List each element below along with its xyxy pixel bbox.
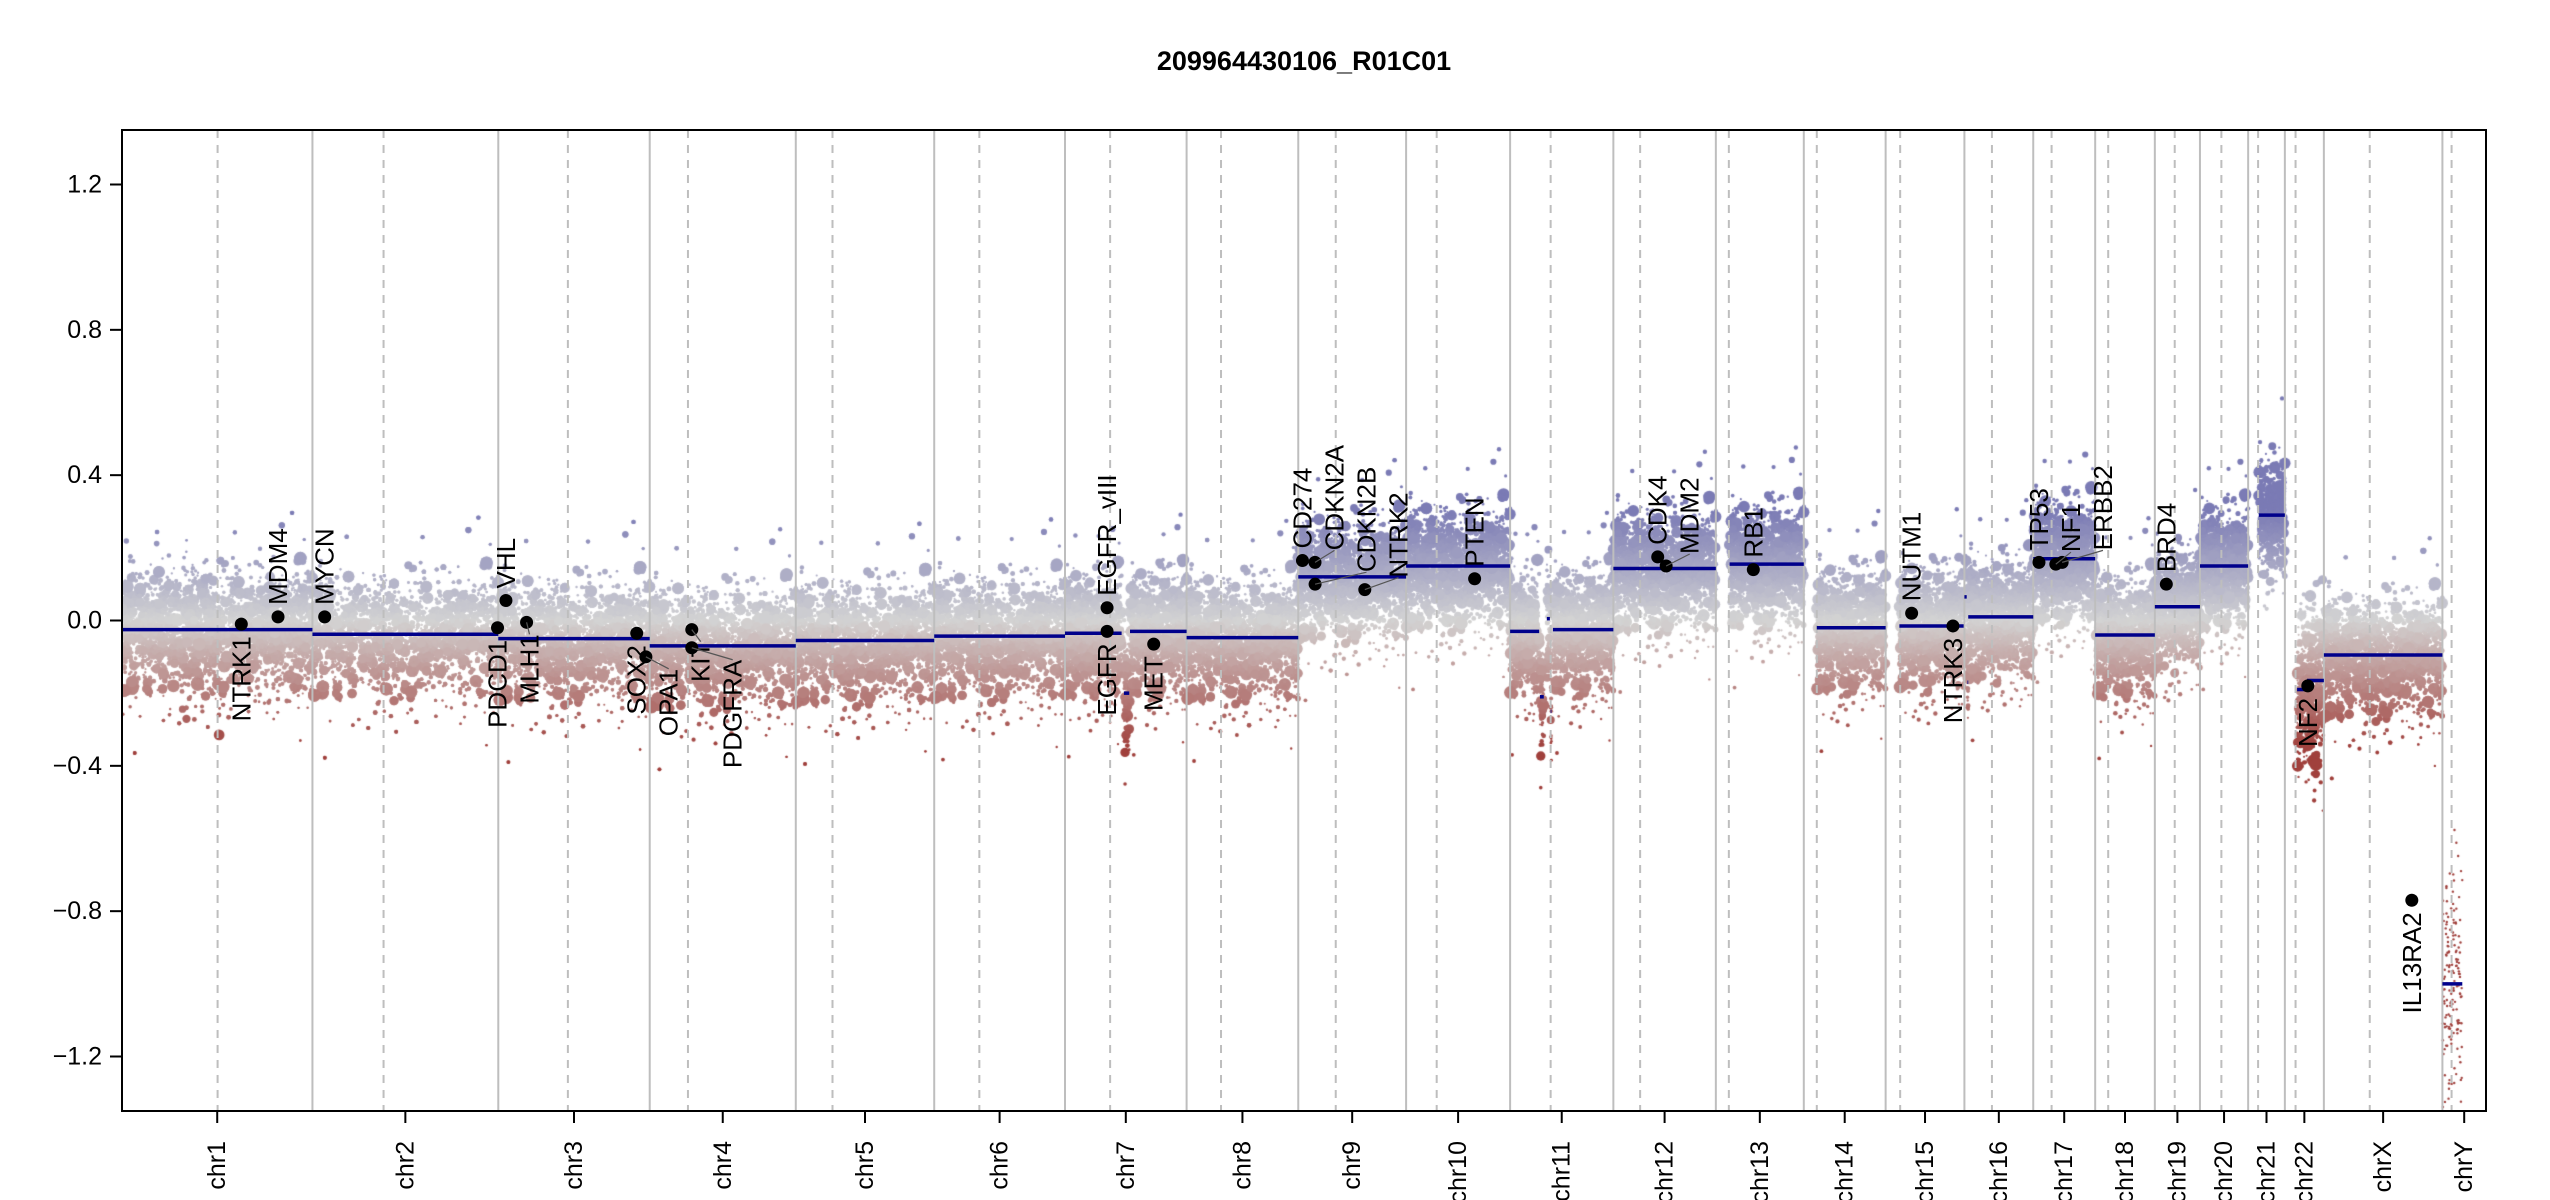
gene-label: ERBB2 bbox=[2088, 465, 2118, 550]
gene-point bbox=[1100, 601, 1114, 615]
x-tick-label: chrX bbox=[2369, 1141, 2397, 1193]
x-tick-label: chr10 bbox=[1444, 1141, 1472, 1200]
gene-label: NF1 bbox=[2056, 503, 2086, 552]
x-tick-label: chr15 bbox=[1911, 1141, 1939, 1200]
gene-label: EGFR bbox=[1092, 643, 1122, 715]
gene-label: NTRK2 bbox=[1383, 492, 1413, 577]
gene-leader-line bbox=[1364, 577, 1399, 591]
segments bbox=[122, 513, 2463, 986]
x-tick-label: chr14 bbox=[1831, 1141, 1859, 1200]
gene-label: NUTM1 bbox=[1897, 512, 1927, 602]
gene-point bbox=[1100, 624, 1114, 638]
x-tick-label: chr17 bbox=[2050, 1141, 2078, 1200]
x-tick-label: chr19 bbox=[2163, 1141, 2191, 1200]
gene-label: PDGFRA bbox=[718, 659, 748, 768]
x-tick-label: chr22 bbox=[2290, 1141, 2318, 1200]
x-tick-label: chr9 bbox=[1338, 1141, 1366, 1190]
gene-label: VHL bbox=[491, 538, 521, 589]
gene-label: IL13RA2 bbox=[2397, 912, 2427, 1013]
gene-label: MLH1 bbox=[515, 634, 545, 703]
gene-label: SOX2 bbox=[622, 645, 652, 714]
gene-point bbox=[2159, 577, 2173, 591]
x-tick-label: chrY bbox=[2450, 1141, 2478, 1193]
gene-point bbox=[2405, 893, 2419, 907]
x-tick-label: chr13 bbox=[1746, 1141, 1774, 1200]
gene-label: MET bbox=[1139, 656, 1169, 711]
x-tick-label: chr18 bbox=[2111, 1141, 2139, 1200]
y-tick-label: 0.8 bbox=[67, 316, 102, 344]
gene-label: MDM2 bbox=[1675, 477, 1705, 554]
gene-leader-line bbox=[1314, 571, 1367, 585]
y-tick-label: 0.0 bbox=[67, 607, 102, 635]
gene-label: NF2 bbox=[2293, 698, 2323, 747]
gene-label: EGFR_vIII bbox=[1092, 474, 1122, 595]
gene-label: MYCN bbox=[310, 528, 340, 605]
gene-label: RB1 bbox=[1738, 507, 1768, 558]
y-tick-label: −1.2 bbox=[53, 1043, 102, 1071]
x-tick-label: chr7 bbox=[1112, 1141, 1140, 1190]
gene-point bbox=[1746, 563, 1760, 577]
x-tick-label: chr21 bbox=[2253, 1141, 2281, 1200]
gene-point bbox=[1651, 550, 1665, 564]
plot-frame bbox=[121, 129, 2487, 1112]
gene-label: NTRK1 bbox=[226, 636, 256, 721]
gene-leader-line bbox=[691, 647, 733, 661]
gene-label: TP53 bbox=[2024, 488, 2054, 550]
gene-point bbox=[1468, 572, 1482, 586]
x-tick-label: chr16 bbox=[1985, 1141, 2013, 1200]
gene-point bbox=[2301, 679, 2315, 693]
gene-leader-line bbox=[1314, 549, 1335, 563]
chart-title: 209964430106_R01C01 bbox=[1156, 46, 1452, 76]
gene-label: OPA1 bbox=[654, 669, 684, 736]
gene-label: CDKN2B bbox=[1351, 467, 1381, 572]
gene-point bbox=[2032, 555, 2046, 569]
gene-label: PTEN bbox=[1460, 497, 1490, 566]
y-tick-label: 0.4 bbox=[67, 461, 102, 489]
gene-label: PDCD1 bbox=[483, 640, 513, 728]
gene-label: CDKN2A bbox=[1319, 444, 1349, 550]
gene-point bbox=[630, 626, 644, 640]
axes: −1.2 −0.8 −0.4 0.0 0.4 0.8 1.2 chr1 chr2 chr3 chr4… bbox=[53, 129, 2487, 1200]
gene-point bbox=[234, 617, 248, 631]
x-tick-label: chr6 bbox=[986, 1141, 1014, 1190]
y-tick-label: 1.2 bbox=[67, 171, 102, 199]
gene-point bbox=[491, 621, 505, 635]
gene-label: NTRK3 bbox=[1938, 638, 1968, 723]
gene-label: BRD4 bbox=[2151, 503, 2181, 572]
gene-leader-line bbox=[1665, 553, 1690, 567]
gene-label: CD274 bbox=[1287, 468, 1317, 549]
x-tick-label: chr4 bbox=[709, 1141, 737, 1190]
gene-label: KIT bbox=[686, 641, 716, 682]
gene-point bbox=[271, 610, 285, 624]
x-tick-label: chr5 bbox=[851, 1141, 879, 1190]
gene-point bbox=[1147, 637, 1161, 651]
gene-leader-line bbox=[525, 622, 531, 635]
x-tick-label: chr1 bbox=[203, 1141, 231, 1190]
chromosome-lines bbox=[216, 130, 2453, 1111]
gene-point bbox=[318, 610, 332, 624]
x-tick-label: chr11 bbox=[1548, 1141, 1576, 1200]
x-tick-label: chr8 bbox=[1228, 1141, 1256, 1190]
x-tick-label: chr2 bbox=[391, 1141, 419, 1190]
gene-leader-line bbox=[691, 629, 702, 642]
x-tick-label: chr20 bbox=[2210, 1141, 2238, 1200]
gene-leader-line bbox=[645, 656, 669, 670]
gene-label: MDM4 bbox=[263, 528, 293, 605]
gene-point bbox=[499, 594, 513, 608]
x-tick-label: chr12 bbox=[1651, 1141, 1679, 1200]
gene-leader-line bbox=[2061, 549, 2104, 563]
gene-leader-line bbox=[2055, 551, 2072, 565]
gene-point bbox=[1905, 606, 1919, 620]
y-tick-label: −0.4 bbox=[53, 752, 102, 780]
y-tick-label: −0.8 bbox=[53, 897, 102, 925]
gene-point bbox=[1946, 619, 1960, 633]
x-tick-label: chr3 bbox=[560, 1141, 588, 1190]
gene-point bbox=[1295, 554, 1309, 568]
gene-label: CDK4 bbox=[1643, 476, 1673, 545]
